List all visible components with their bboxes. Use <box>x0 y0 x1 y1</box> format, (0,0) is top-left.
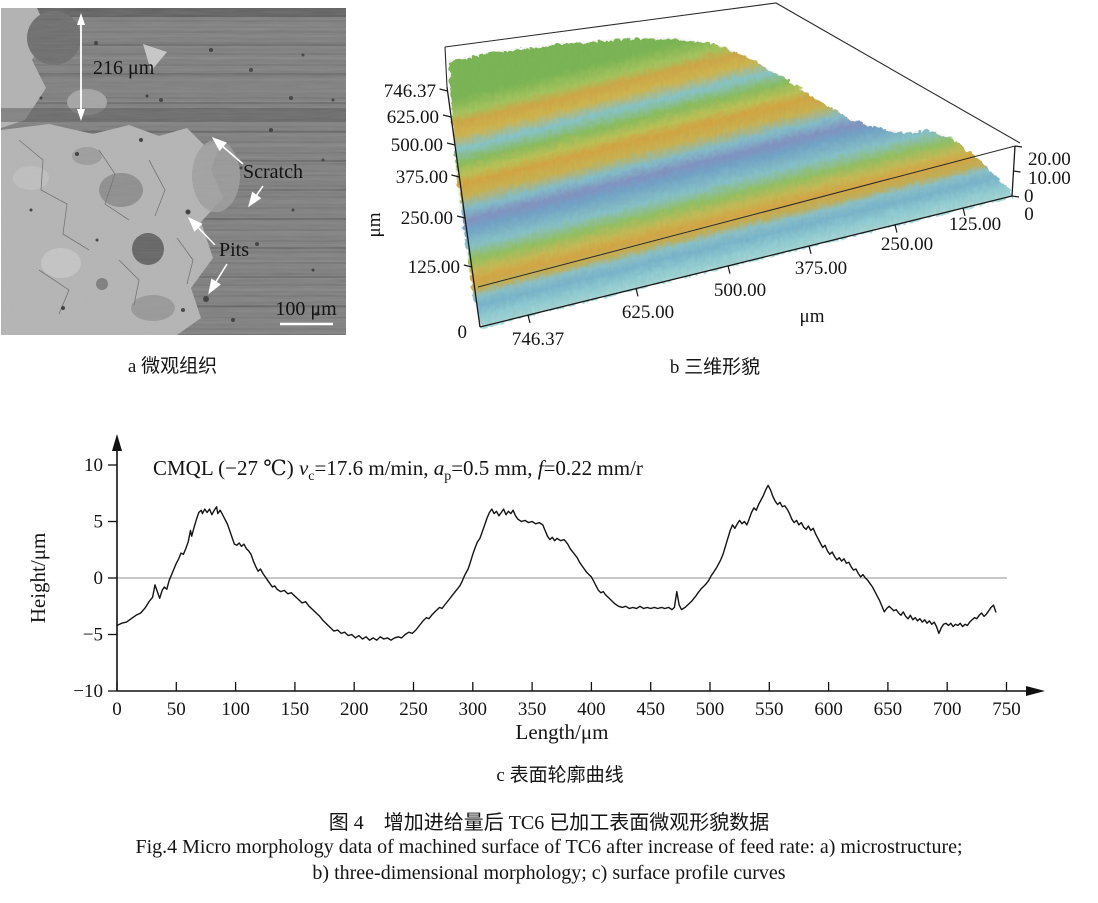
y-label-0: 0 <box>94 568 104 589</box>
annotation-a-value: =0.5 mm, <box>451 456 538 480</box>
y-label-10: 10 <box>84 455 103 476</box>
micrograph-annotations: 216 μm Scratch Pits 100 μm <box>77 13 337 326</box>
x-label-100: 100 <box>221 699 250 720</box>
y-origin-label: 0 <box>458 322 468 343</box>
figure-caption-en-line2: b) three-dimensional morphology; c) surf… <box>312 862 786 884</box>
y-tick-375: 375.00 <box>396 167 448 188</box>
scratch-label: Scratch <box>243 161 303 183</box>
x-label-150: 150 <box>281 699 310 720</box>
x-axis-title: Length/μm <box>516 720 609 744</box>
z-axis-ticks <box>1011 145 1023 198</box>
scratch-arrow-1 <box>211 136 244 165</box>
panel-b-caption: b 三维形貌 <box>669 357 761 378</box>
y-axis-title: Height/μm <box>26 533 50 624</box>
box-front-top-edge <box>477 145 1016 288</box>
x-origin-label: 0 <box>1024 204 1034 225</box>
x-label-250: 250 <box>399 699 428 720</box>
y-ticks <box>108 464 117 692</box>
z-tick-20: 20.00 <box>1028 149 1071 170</box>
panel-c-caption: c 表面轮廓曲线 <box>496 765 624 786</box>
x-axis-unit: μm <box>800 306 825 327</box>
x-tick-labels: 0 50 100 150 200 250 300 350 400 450 500… <box>112 699 1021 720</box>
x-label-700: 700 <box>933 699 962 720</box>
depth-marker-label: 216 μm <box>93 57 155 79</box>
panel-a-caption: a 微观组织 <box>127 356 218 377</box>
scratch-arrow-2 <box>248 185 264 208</box>
y-label-neg10: −10 <box>73 681 103 702</box>
figure-caption-zh: 图 4 增加进给量后 TC6 已加工表面微观形貌数据 <box>328 812 770 834</box>
surface-3d <box>448 37 1012 327</box>
x-label-200: 200 <box>340 699 369 720</box>
y-axis-3d: 746.37 625.00 500.00 375.00 250.00 125.0… <box>364 81 481 343</box>
surface-3d-panel: 746.37 625.00 500.00 375.00 250.00 125.0… <box>364 2 1071 350</box>
z-tick-0: 0 <box>1024 186 1034 207</box>
y-label-5: 5 <box>94 512 104 533</box>
axes-box <box>444 2 1021 144</box>
figure-caption-en-line1: Fig.4 Micro morphology data of machined … <box>135 836 963 858</box>
annotation-prefix: CMQL (−27 ℃) <box>153 456 299 480</box>
arrow-down-icon <box>77 109 85 121</box>
x-ticks <box>116 682 1008 691</box>
x-label-300: 300 <box>459 699 488 720</box>
x-label-0: 0 <box>112 699 122 720</box>
y-tick-labels: 10 5 0 −5 −10 <box>73 455 103 702</box>
x-tick-746: 746.37 <box>512 329 564 350</box>
annotation-v: v <box>299 456 309 480</box>
x-label-650: 650 <box>874 699 903 720</box>
x-label-350: 350 <box>518 699 547 720</box>
y-axis-ticks <box>439 88 472 268</box>
annotation-a-sub: p <box>444 469 451 484</box>
y-tick-500: 500.00 <box>391 135 443 156</box>
z-tick-10: 10.00 <box>1028 168 1071 189</box>
x-label-400: 400 <box>577 699 606 720</box>
annotation-v-sub: c <box>308 469 314 484</box>
arrow-up-icon <box>77 13 85 25</box>
pits-arrow-1 <box>187 216 216 246</box>
pits-label: Pits <box>219 239 249 261</box>
x-tick-125: 125.00 <box>949 214 1001 235</box>
x-label-500: 500 <box>696 699 725 720</box>
annotation-v-value: =17.6 m/min, <box>315 456 434 480</box>
z-axis-3d: 20.00 10.00 0 <box>1011 145 1071 207</box>
x-tick-625: 625.00 <box>622 302 674 323</box>
y-tick-250: 250.00 <box>401 208 453 229</box>
x-axis-arrow-icon <box>1026 686 1045 696</box>
profile-axes <box>108 434 1045 696</box>
x-tick-500: 500.00 <box>714 280 766 301</box>
x-tick-250: 250.00 <box>881 234 933 255</box>
y-tick-125: 125.00 <box>408 257 460 278</box>
pits-arrow-2 <box>208 263 228 295</box>
y-axis-arrow-icon <box>112 434 122 451</box>
profile-curve <box>116 484 997 641</box>
box-left-vertical-edge <box>444 46 448 88</box>
annotation-f: f <box>538 456 547 480</box>
profile-panel: 10 5 0 −5 −10 0 50 100 150 200 250 300 3… <box>26 434 1045 744</box>
x-axis-3d: 746.37 625.00 500.00 375.00 250.00 125.0… <box>479 195 1034 350</box>
annotation-f-value: =0.22 mm/r <box>544 456 643 480</box>
surface-texture <box>448 37 1012 327</box>
cutting-conditions-annotation: CMQL (−27 ℃) vc=17.6 m/min, ap=0.5 mm, f… <box>153 456 643 484</box>
x-tick-375: 375.00 <box>795 258 847 279</box>
x-label-450: 450 <box>636 699 665 720</box>
x-label-550: 550 <box>755 699 784 720</box>
y-tick-625: 625.00 <box>387 107 439 128</box>
photo-grain-overlay <box>1 8 346 335</box>
scale-bar-label: 100 μm <box>275 298 337 320</box>
micrograph-panel: 216 μm Scratch Pits 100 μm <box>1 8 346 335</box>
x-label-750: 750 <box>992 699 1021 720</box>
micrograph-image <box>1 8 346 335</box>
y-label-neg5: −5 <box>83 625 103 646</box>
annotation-a: a <box>434 456 445 480</box>
box-top-back-edges <box>444 2 1021 144</box>
y-tick-746: 746.37 <box>384 81 436 102</box>
x-label-600: 600 <box>814 699 843 720</box>
y-axis-unit: μm <box>364 212 385 237</box>
x-label-50: 50 <box>167 699 186 720</box>
x-axis-ticks <box>527 207 966 324</box>
